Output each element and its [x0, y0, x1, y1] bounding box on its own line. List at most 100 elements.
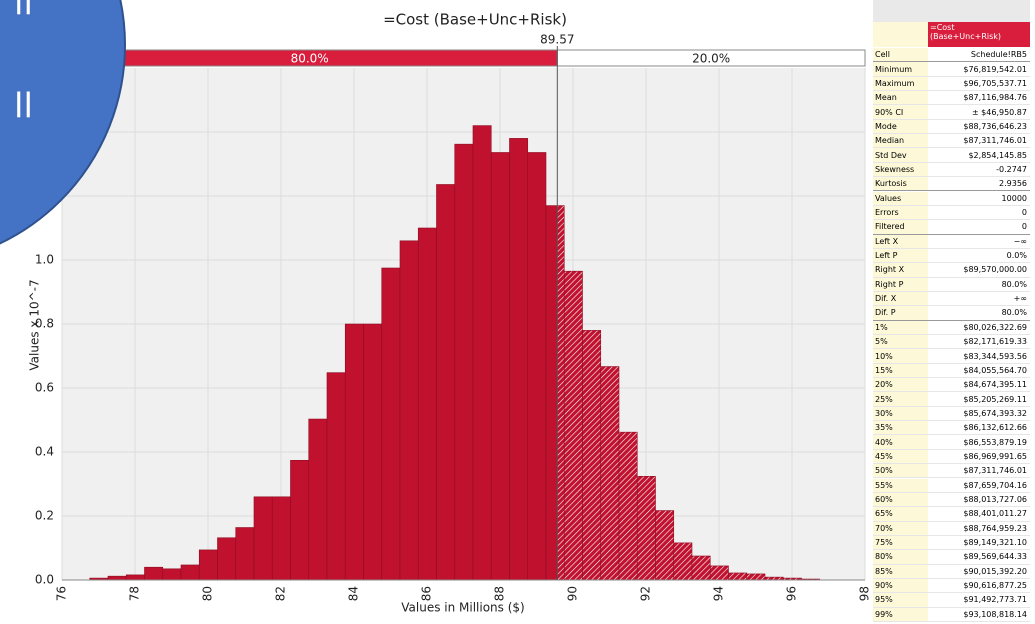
stats-row: 25%$85,205,269.11: [873, 392, 1030, 406]
stat-name: 20%: [873, 378, 928, 391]
bar: [345, 324, 363, 580]
stat-value: 10000: [928, 194, 1030, 203]
stat-value: $2,854,145.85: [928, 151, 1030, 160]
bar: [619, 432, 637, 580]
bar: [290, 460, 308, 580]
delimiter-label: 89.57: [540, 33, 574, 47]
stat-name: 90% CI: [873, 105, 928, 118]
stat-name: Errors: [873, 206, 928, 219]
bar: [327, 373, 345, 580]
bar: [199, 550, 217, 580]
stat-value: 80.0%: [928, 280, 1030, 289]
x-tick-label: 98: [858, 586, 871, 601]
stat-name: Std Dev: [873, 148, 928, 161]
x-tick-label: 76: [55, 586, 69, 601]
stat-name: 90%: [873, 579, 928, 592]
stat-name: Right X: [873, 263, 928, 276]
x-tick-label: 92: [639, 586, 653, 601]
bar: [546, 206, 557, 580]
y-tick-label: 0.8: [35, 317, 54, 331]
stat-name: Maximum: [873, 77, 928, 90]
stat-name: 10%: [873, 349, 928, 362]
x-tick-label: 84: [347, 586, 361, 601]
stat-name: 95%: [873, 593, 928, 606]
stats-row: Maximum$96,705,537.71: [873, 77, 1030, 91]
bar: [272, 497, 290, 580]
stats-row: Minimum$76,819,542.01: [873, 62, 1030, 76]
bar: [363, 324, 381, 580]
stat-value: $83,344,593.56: [928, 352, 1030, 361]
stat-value: $90,015,392.20: [928, 567, 1030, 576]
stat-value: $85,205,269.11: [928, 395, 1030, 404]
stats-row: 5%$82,171,619.33: [873, 335, 1030, 349]
bar: [564, 271, 582, 580]
overlay-shape: ll ll: [0, 0, 240, 260]
overlay-text: ll: [14, 0, 33, 24]
stats-row: 1%$80,026,322.69: [873, 321, 1030, 335]
stats-row: 10%$83,344,593.56: [873, 349, 1030, 363]
stat-name: 80%: [873, 550, 928, 563]
y-tick-label: 0.4: [35, 445, 54, 459]
stat-value: 0: [928, 222, 1030, 231]
stat-value: $86,553,879.19: [928, 438, 1030, 447]
bar: [637, 476, 655, 580]
bar: [309, 419, 327, 580]
stat-value: $87,311,746.01: [928, 466, 1030, 475]
stat-name: Left P: [873, 249, 928, 262]
stat-value: Schedule!RB5: [928, 50, 1030, 59]
stat-name: Minimum: [873, 62, 928, 75]
stat-name: Values: [873, 192, 928, 205]
stat-name: 85%: [873, 565, 928, 578]
stat-name: 40%: [873, 435, 928, 448]
stat-name: 75%: [873, 536, 928, 549]
stat-name: 30%: [873, 407, 928, 420]
stat-name: Dif. P: [873, 306, 928, 319]
stats-row: 75%$89,149,321.10: [873, 536, 1030, 550]
stat-value: $87,659,704.16: [928, 481, 1030, 490]
stats-row: Std Dev$2,854,145.85: [873, 148, 1030, 162]
chart-title: =Cost (Base+Unc+Risk): [383, 11, 567, 29]
stat-name: 5%: [873, 335, 928, 348]
stats-row: 30%$85,674,393.32: [873, 407, 1030, 421]
stats-row: 50%$87,311,746.01: [873, 464, 1030, 478]
stats-row: 80%$89,569,644.33: [873, 550, 1030, 564]
bar: [254, 497, 272, 580]
stat-value: $89,570,000.00: [928, 265, 1030, 274]
stat-value: $89,149,321.10: [928, 538, 1030, 547]
stats-row: Right X$89,570,000.00: [873, 263, 1030, 277]
stat-value: $85,674,393.32: [928, 409, 1030, 418]
stats-row: 40%$86,553,879.19: [873, 435, 1030, 449]
stats-row: Errors0: [873, 206, 1030, 220]
stat-value: $84,055,564.70: [928, 366, 1030, 375]
stat-name: Filtered: [873, 220, 928, 233]
header-blank: [873, 22, 928, 47]
stat-name: 70%: [873, 522, 928, 535]
bar: [582, 330, 600, 580]
stats-row: Left X−∞: [873, 235, 1030, 249]
stat-name: 35%: [873, 421, 928, 434]
stat-name: Kurtosis: [873, 177, 928, 190]
bar: [436, 184, 454, 580]
stat-value: $91,492,773.71: [928, 595, 1030, 604]
stat-value: 0: [928, 208, 1030, 217]
bar: [108, 576, 126, 580]
stat-name: 15%: [873, 364, 928, 377]
stat-name: Skewness: [873, 163, 928, 176]
left-percent: 80.0%: [291, 52, 329, 66]
x-tick-label: 94: [712, 586, 726, 601]
bar: [528, 152, 546, 580]
bar: [509, 138, 527, 580]
bar: [163, 569, 181, 580]
table-toolbar: [873, 0, 1030, 22]
stats-row: Mean$87,116,984.76: [873, 91, 1030, 105]
stat-name: 99%: [873, 608, 928, 621]
bar: [728, 573, 746, 580]
stats-row: 60%$88,013,727.06: [873, 493, 1030, 507]
blue-circle: [0, 0, 125, 260]
stats-row: 99%$93,108,818.14: [873, 608, 1030, 622]
bar: [710, 566, 728, 580]
